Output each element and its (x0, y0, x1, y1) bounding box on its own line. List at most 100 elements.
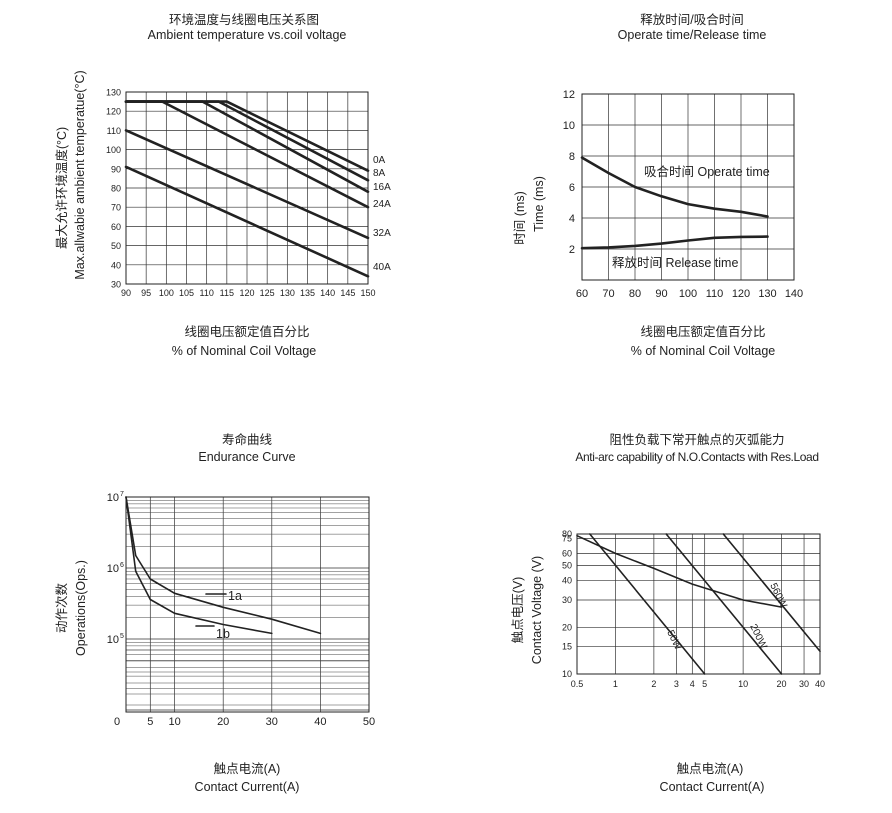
chart1-ticks: 90 95 100 105 110 115 120 125 130 135 140 145 150 30 4… (106, 88, 376, 299)
chart2-xlabel-cn: 线圈电压额定值百分比 (640, 324, 765, 339)
chart1-ytick: 50 (111, 241, 121, 251)
chart2-ytick: 8 (569, 151, 575, 163)
chart2-subtitle: Operate time/Release time (618, 28, 767, 42)
chart1-ytick: 130 (106, 88, 121, 98)
chart3-label-1b: 1b (216, 627, 230, 641)
chart4-plot-frame (576, 533, 821, 675)
chart2-plot-frame (581, 93, 795, 281)
chart3-ytick: 10 (107, 563, 119, 575)
chart2-title: 释放时间/吸合时间 (640, 12, 743, 27)
chart3-line-1a (125, 496, 322, 635)
chart1-ylabel: Max.allwabie ambient temperatue(°C) (73, 70, 87, 279)
chart3-ylabel: Operations(Ops.) (74, 560, 88, 656)
chart3-ytick-exponent: 5 (120, 633, 124, 640)
chart1-line-32a (124, 129, 370, 240)
chart1-ytick: 80 (111, 184, 121, 194)
chart1-xtick: 110 (199, 288, 213, 298)
chart2-series (580, 156, 769, 250)
chart-operate-release-time: 释放时间/吸合时间 Operate time/Release time 60 70… (513, 12, 803, 358)
chart2-xtick: 110 (706, 288, 724, 300)
chart2-xtick: 70 (602, 288, 614, 300)
chart1-xlabel-cn: 线圈电压额定值百分比 (184, 324, 309, 339)
chart1-ytick: 100 (106, 145, 121, 155)
chart3-xtick: 10 (168, 716, 180, 728)
chart-ambient-temperature: 环境温度与线圈电压关系图 Ambient temperature vs.coil… (54, 12, 391, 358)
chart2-ylabel-cn: 时间 (ms) (513, 191, 527, 244)
chart2-operate-label: 吸合时间 Operate time (644, 164, 770, 179)
chart2-operate-line (580, 156, 769, 218)
chart3-ytick: 10 (107, 492, 119, 504)
chart1-ytick: 60 (111, 222, 121, 232)
chart1-xtick: 95 (141, 288, 151, 298)
chart4-line-50w (589, 533, 706, 675)
chart2-release-line (580, 235, 769, 250)
chart2-ytick: 6 (569, 182, 575, 194)
chart3-xtick: 40 (314, 716, 326, 728)
chart2-xtick: 60 (576, 288, 588, 300)
chart3-xtick: 5 (147, 716, 153, 728)
chart1-title: 环境温度与线圈电压关系图 (169, 12, 319, 27)
chart1-xtick: 120 (239, 288, 254, 298)
chart4-ytick: 50 (562, 561, 572, 571)
chart1-plot-frame (125, 91, 369, 285)
chart2-release-label: 释放时间 Release time (612, 255, 738, 270)
chart1-xtick: 135 (300, 288, 315, 298)
chart3-series (125, 496, 322, 635)
chart4-label-560w: 560W (767, 581, 789, 610)
chart2-xtick: 130 (758, 288, 776, 300)
chart1-series-label: 24A (373, 199, 391, 210)
chart1-xtick: 145 (340, 288, 355, 298)
chart3-grid (126, 497, 369, 712)
chart1-ytick: 110 (107, 126, 121, 136)
chart4-ytick: 20 (562, 622, 572, 632)
chart1-xtick: 140 (320, 288, 335, 298)
chart4-ylabel: Contact Voltage (V) (530, 556, 544, 664)
chart2-ytick: 10 (563, 120, 575, 132)
chart1-xtick: 115 (220, 288, 234, 298)
chart3-ytick-exponent: 6 (120, 562, 124, 569)
chart4-ytick: 75 (562, 533, 572, 543)
chart1-series-label: 32A (373, 228, 391, 239)
chart3-ylabel-cn: 动作次数 (54, 583, 69, 634)
chart3-xlabel: Contact Current(A) (195, 780, 300, 794)
chart1-ylabel-cn: 最大允许环境温度(°C) (54, 127, 69, 249)
chart3-subtitle: Endurance Curve (198, 450, 295, 464)
chart3-line-1b (125, 496, 273, 635)
chart2-xtick: 140 (785, 288, 803, 300)
chart4-ytick: 60 (562, 548, 572, 558)
chart2-ytick: 12 (563, 89, 575, 101)
chart1-xtick: 130 (280, 288, 295, 298)
chart4-xtick: 0.5 (571, 679, 584, 689)
chart1-xtick: 105 (179, 288, 194, 298)
chart2-xtick: 80 (629, 288, 641, 300)
chart4-xtick: 30 (799, 679, 809, 689)
chart2-grid (582, 94, 794, 280)
chart4-xtick: 40 (815, 679, 825, 689)
chart4-ytick: 80 (562, 529, 572, 539)
chart2-xlabel: % of Nominal Coil Voltage (631, 344, 776, 358)
chart4-xlabel-cn: 触点电流(A) (677, 762, 744, 776)
chart4-xtick: 2 (651, 679, 656, 689)
chart2-xtick: 100 (679, 288, 697, 300)
chart3-title: 寿命曲线 (222, 432, 273, 447)
chart4-xtick: 10 (738, 679, 748, 689)
chart3-xtick: 0 (114, 716, 120, 728)
chart2-ticks: 60 70 80 90 100 110 120 130 140 2 4 6 8 10 12 (563, 89, 803, 300)
chart4-xtick: 3 (674, 679, 679, 689)
chart1-xlabel: % of Nominal Coil Voltage (172, 344, 317, 358)
chart4-series (576, 533, 821, 675)
chart1-line-40a (124, 165, 370, 278)
chart1-ytick: 90 (111, 164, 121, 174)
chart4-ylabel-cn: 触点电压(V) (511, 577, 525, 644)
chart3-xtick: 50 (363, 716, 375, 728)
chart4-ytick: 40 (562, 576, 572, 586)
chart1-xtick: 90 (121, 288, 131, 298)
chart1-ytick: 40 (111, 260, 121, 270)
chart2-xtick: 120 (732, 288, 750, 300)
chart3-xtick: 20 (217, 716, 229, 728)
chart4-ytick: 30 (562, 595, 572, 605)
chart4-xtick: 4 (690, 679, 695, 689)
